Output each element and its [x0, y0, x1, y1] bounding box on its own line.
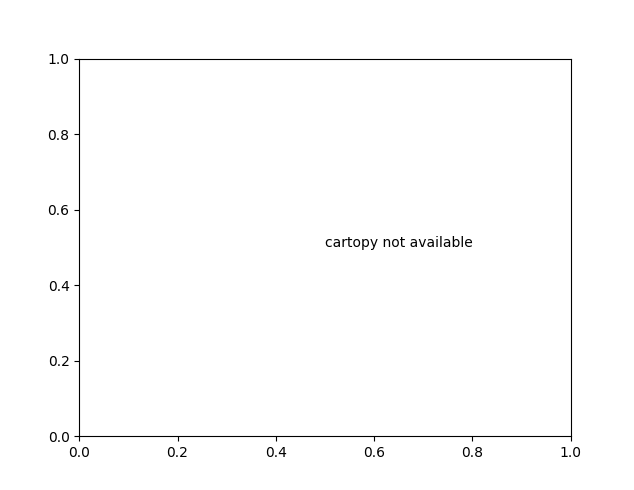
Text: cartopy not available: cartopy not available: [325, 237, 473, 250]
